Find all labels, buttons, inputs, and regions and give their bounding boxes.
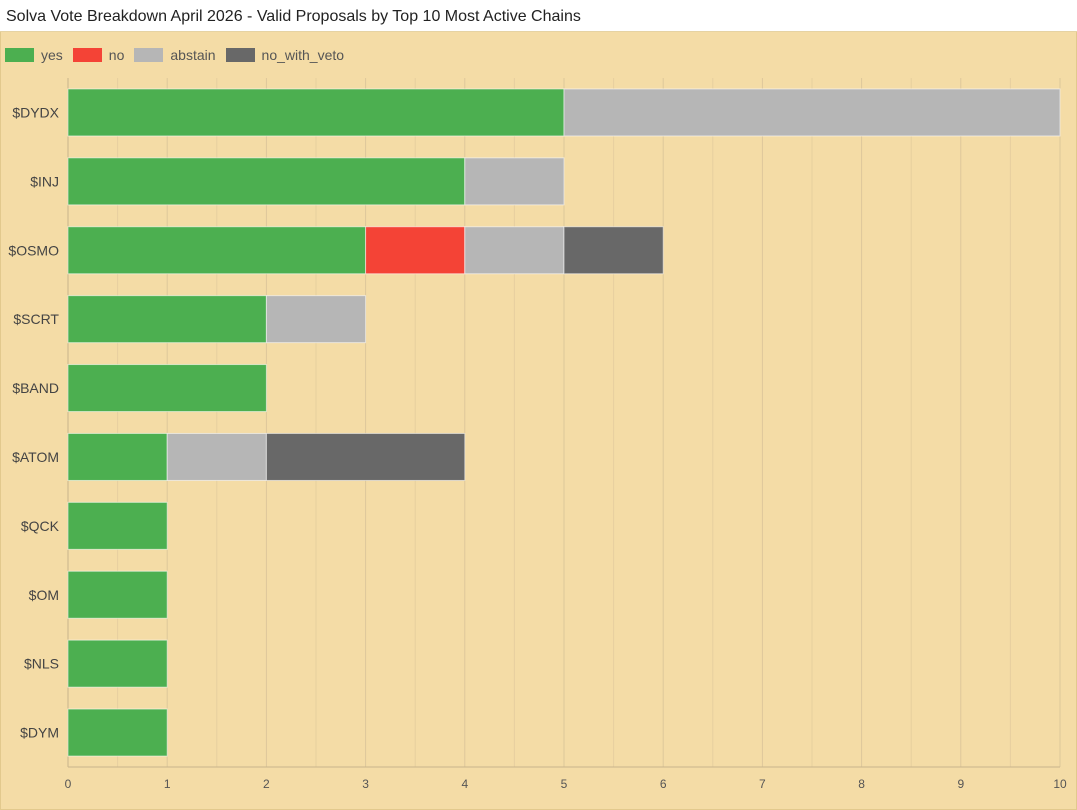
bar-segment-yes[interactable] (67, 639, 168, 688)
category-label: $ATOM (12, 449, 59, 465)
x-tick-label: 2 (263, 777, 270, 791)
chart-title: Solva Vote Breakdown April 2026 - Valid … (6, 8, 581, 25)
category-label: $NLS (24, 656, 59, 672)
bar-segment-abstain[interactable] (464, 157, 565, 206)
legend-label: yes (41, 47, 63, 63)
category-label: $DYM (20, 725, 59, 741)
x-tick-label: 9 (957, 777, 964, 791)
category-label: $QCK (21, 518, 60, 534)
bar-segment-yes[interactable] (67, 708, 168, 757)
x-tick-label: 8 (858, 777, 865, 791)
bar-segment-abstain[interactable] (563, 88, 1061, 137)
chart-panel: yes no abstain no_with_veto 0 1 2 3 4 5 6 7 8 9 10 $DY… (0, 32, 1077, 810)
legend-swatch (134, 48, 164, 62)
category-label: $INJ (30, 173, 59, 189)
bar-segment-no-with-veto[interactable] (563, 226, 664, 275)
x-tick-label: 0 (65, 777, 72, 791)
legend-swatch (5, 48, 34, 62)
legend-item-abstain[interactable]: abstain (134, 47, 216, 63)
category-label: $OM (29, 587, 59, 603)
legend-item-yes[interactable]: yes (5, 47, 63, 63)
category-label: $DYDX (12, 104, 59, 120)
legend-label: no_with_veto (261, 47, 345, 63)
bar-segment-yes[interactable] (67, 88, 565, 137)
category-label: $SCRT (13, 311, 59, 327)
bar-segment-yes[interactable] (67, 432, 168, 481)
x-tick-label: 10 (1053, 777, 1067, 791)
bar-segment-abstain[interactable] (265, 295, 367, 344)
legend-label: abstain (170, 47, 216, 63)
chart-legend: yes no abstain no_with_veto (5, 46, 354, 64)
bar-segment-no[interactable] (365, 226, 466, 275)
bar-segment-no-with-veto[interactable] (265, 432, 466, 481)
bar-segment-yes[interactable] (67, 226, 367, 275)
x-tick-label: 3 (362, 777, 369, 791)
legend-swatch (225, 48, 255, 62)
x-tick-label: 5 (561, 777, 568, 791)
title-bar: Solva Vote Breakdown April 2026 - Valid … (0, 0, 1077, 32)
bar-segment-yes[interactable] (67, 364, 267, 413)
bar-segment-yes[interactable] (67, 570, 168, 619)
bar-chart-svg: 0 1 2 3 4 5 6 7 8 9 10 $DYDX $INJ $OSMO $SCRT $BAND $ATO… (8, 78, 1067, 791)
legend-swatch (72, 48, 102, 62)
legend-item-no[interactable]: no (72, 47, 125, 63)
bar-segment-yes[interactable] (67, 157, 466, 206)
legend-item-no-with-veto[interactable]: no_with_veto (225, 47, 345, 63)
x-tick-label: 4 (461, 777, 468, 791)
x-tick-label: 1 (164, 777, 171, 791)
bar-segment-abstain[interactable] (166, 432, 267, 481)
category-label: $BAND (12, 380, 59, 396)
bar-segment-yes[interactable] (67, 501, 168, 550)
category-label: $OSMO (8, 242, 59, 258)
x-tick-labels: 0 1 2 3 4 5 6 7 8 9 10 (65, 777, 1067, 791)
bar-segment-yes[interactable] (67, 295, 267, 344)
x-tick-label: 6 (660, 777, 667, 791)
y-category-labels: $DYDX $INJ $OSMO $SCRT $BAND $ATOM $QCK $OM $NLS… (8, 104, 59, 740)
legend-label: no (108, 47, 125, 63)
bars (67, 88, 1061, 757)
x-tick-label: 7 (759, 777, 766, 791)
bar-segment-abstain[interactable] (464, 226, 565, 275)
